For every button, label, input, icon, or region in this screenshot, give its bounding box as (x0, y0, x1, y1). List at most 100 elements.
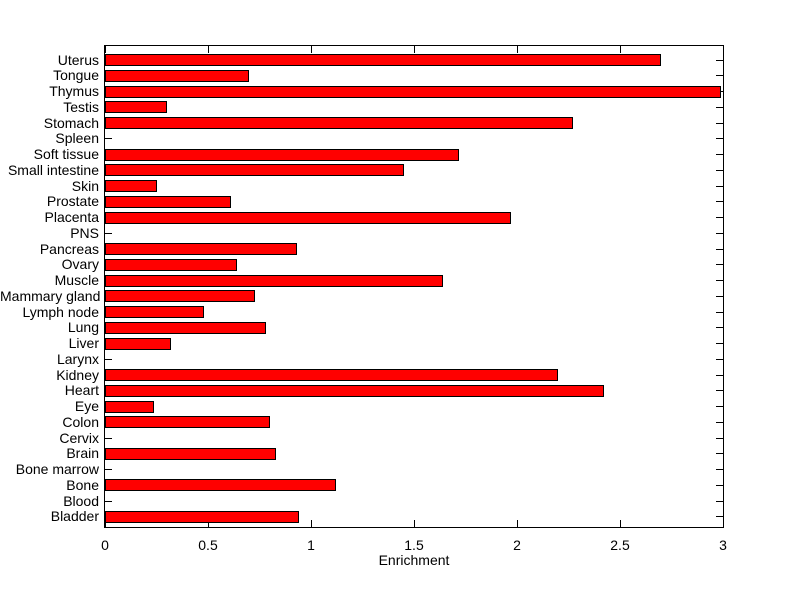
bar-stomach (105, 117, 573, 129)
y-tick-right (716, 453, 723, 455)
bar-small-intestine (105, 164, 404, 177)
y-tick-right (716, 264, 723, 266)
category-label-blood: Blood (63, 492, 99, 509)
y-tick-left (105, 138, 112, 140)
category-label-brain: Brain (66, 445, 99, 462)
bar-prostate (105, 195, 231, 208)
y-tick-right (716, 469, 723, 470)
y-tick-right (716, 59, 723, 61)
y-tick-right (716, 343, 723, 344)
category-label-muscle: Muscle (54, 272, 99, 288)
bar-bladder (105, 510, 299, 523)
x-tick-label: 1.5 (404, 537, 424, 553)
bar-kidney (105, 369, 559, 381)
x-tick-top (516, 46, 518, 53)
y-tick-right (716, 280, 723, 281)
bar-bone (105, 479, 336, 492)
x-tick-label: 1 (307, 537, 315, 553)
y-tick-right (716, 75, 723, 77)
bar-lung (105, 321, 266, 334)
category-label-thymus: Thymus (49, 83, 99, 99)
y-tick-right (716, 484, 723, 486)
category-label-colon: Colon (62, 413, 99, 430)
category-label-heart: Heart (64, 382, 99, 399)
category-label-mammary-gland: Mammary gland (0, 287, 101, 304)
y-tick-right (716, 295, 723, 297)
category-label-stomach: Stomach (43, 114, 99, 131)
x-tick-top (207, 46, 209, 53)
category-label-ovary: Ovary (61, 256, 99, 273)
bar-lymph-node (105, 306, 204, 318)
category-label-bone: Bone (66, 476, 99, 493)
category-label-cervix: Cervix (59, 429, 99, 446)
bar-thymus (105, 85, 721, 98)
y-tick-right (716, 138, 723, 140)
category-label-spleen: Spleen (55, 130, 99, 147)
category-label-uterus: Uterus (57, 51, 99, 68)
y-tick-right (716, 232, 723, 234)
y-tick-right (716, 122, 723, 124)
bar-colon (105, 416, 270, 429)
y-tick-right (716, 248, 723, 250)
y-tick-right (716, 374, 723, 376)
y-tick-right (716, 437, 723, 439)
bar-mammary-gland (105, 290, 256, 303)
y-tick-right (716, 500, 723, 502)
category-label-pns: PNS (70, 224, 99, 241)
y-tick-right (716, 516, 723, 518)
x-tick-bottom (413, 520, 415, 527)
x-tick-label: 2 (513, 537, 521, 553)
category-label-testis: Testis (63, 98, 99, 115)
y-tick-left (105, 232, 112, 234)
y-tick-right (716, 106, 723, 108)
y-tick-right (716, 406, 723, 407)
x-tick-top (722, 46, 724, 53)
category-label-skin: Skin (71, 177, 99, 194)
y-tick-right (716, 358, 723, 360)
category-label-kidney: Kidney (56, 366, 99, 383)
y-tick-right (716, 421, 723, 423)
bar-liver (105, 337, 171, 350)
y-tick-right (716, 327, 723, 329)
x-tick-bottom (207, 520, 209, 527)
category-label-small-intestine: Small intestine (7, 161, 99, 178)
x-tick-top (413, 46, 415, 53)
x-tick-label: 0 (101, 537, 109, 553)
plot-area (104, 45, 724, 528)
category-label-soft-tissue: Soft tissue (33, 146, 99, 162)
x-tick-top (104, 46, 106, 53)
bar-brain (105, 447, 276, 460)
y-tick-right (716, 185, 723, 187)
category-label-lung: Lung (67, 319, 99, 336)
category-label-placenta: Placenta (44, 209, 99, 225)
category-label-liver: Liver (68, 335, 99, 351)
bar-testis (105, 101, 167, 114)
x-tick-bottom (722, 520, 724, 527)
x-tick-bottom (310, 520, 312, 527)
x-tick-top (619, 46, 621, 53)
bar-muscle (105, 274, 443, 287)
x-tick-bottom (104, 520, 106, 527)
category-label-eye: Eye (74, 398, 99, 414)
x-tick-label: 2.5 (610, 537, 630, 553)
bar-pancreas (105, 243, 297, 255)
bar-eye (105, 400, 155, 413)
y-tick-right (716, 169, 723, 171)
category-label-pancreas: Pancreas (39, 240, 99, 257)
x-axis-title: Enrichment (378, 552, 450, 568)
bar-ovary (105, 258, 237, 271)
bar-heart (105, 384, 604, 397)
bar-uterus (105, 54, 662, 66)
bar-tongue (105, 69, 250, 82)
y-tick-left (105, 500, 112, 502)
x-tick-top (310, 46, 312, 53)
y-tick-right (716, 154, 723, 155)
category-label-larynx: Larynx (56, 350, 99, 367)
x-tick-label: 3 (719, 537, 727, 553)
bar-placenta (105, 211, 511, 224)
y-tick-left (105, 437, 112, 439)
x-tick-bottom (619, 520, 621, 527)
y-tick-left (105, 358, 112, 360)
category-label-bladder: Bladder (50, 508, 99, 525)
